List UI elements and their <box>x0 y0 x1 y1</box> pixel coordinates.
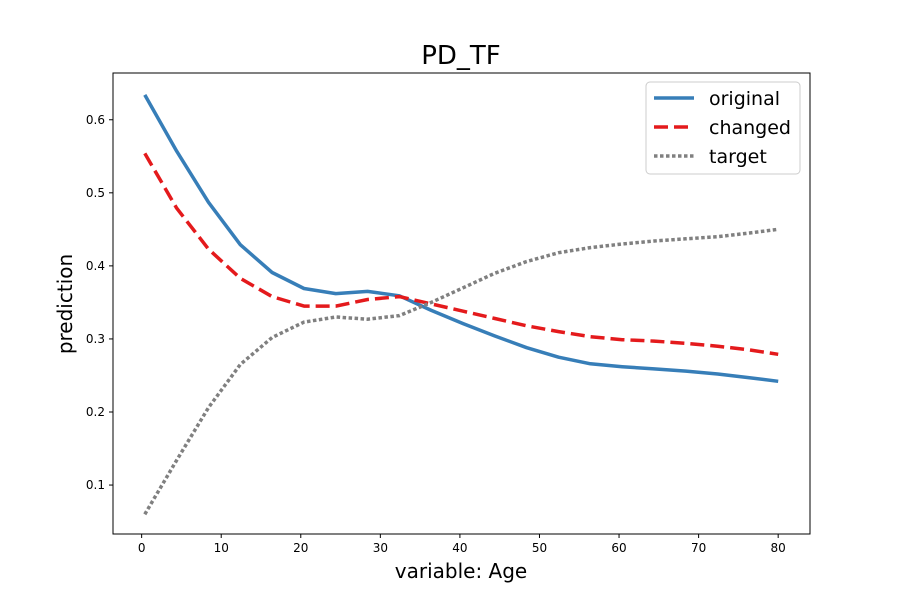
y-axis-title: prediction <box>53 254 77 354</box>
x-tick-label: 20 <box>293 541 308 555</box>
series-line-target <box>143 227 779 516</box>
legend-label-target: target <box>709 146 767 168</box>
y-tick-label: 0.2 <box>86 405 105 419</box>
x-tick-label: 10 <box>214 541 229 555</box>
series-line-original <box>143 94 779 384</box>
y-axis-ticks: 0.1 0.2 0.3 0.4 0.5 0.6 <box>86 113 113 492</box>
x-tick-label: 50 <box>532 541 547 555</box>
legend-label-changed: changed <box>709 117 791 139</box>
x-tick-label: 60 <box>611 541 626 555</box>
x-tick-label: 40 <box>452 541 467 555</box>
legend-label-original: original <box>709 88 780 110</box>
chart-title: PD_TF <box>421 41 501 71</box>
y-tick-label: 0.3 <box>86 332 105 346</box>
y-tick-label: 0.4 <box>86 259 105 273</box>
plot-area <box>112 72 811 535</box>
series-layer <box>143 94 779 516</box>
x-tick-label: 80 <box>771 541 786 555</box>
x-tick-label: 70 <box>691 541 706 555</box>
legend: original changed target <box>645 81 801 175</box>
x-tick-label: 30 <box>373 541 388 555</box>
legend-box <box>645 81 801 175</box>
y-tick-label: 0.1 <box>86 478 105 492</box>
x-tick-label: 0 <box>138 541 146 555</box>
y-tick-label: 0.6 <box>86 113 105 127</box>
series-line-changed <box>143 152 779 357</box>
x-axis-ticks: 0 10 20 30 40 50 60 70 80 <box>138 534 786 555</box>
plot-frame <box>112 72 811 535</box>
x-axis-title: variable: Age <box>395 559 527 583</box>
y-tick-label: 0.5 <box>86 186 105 200</box>
